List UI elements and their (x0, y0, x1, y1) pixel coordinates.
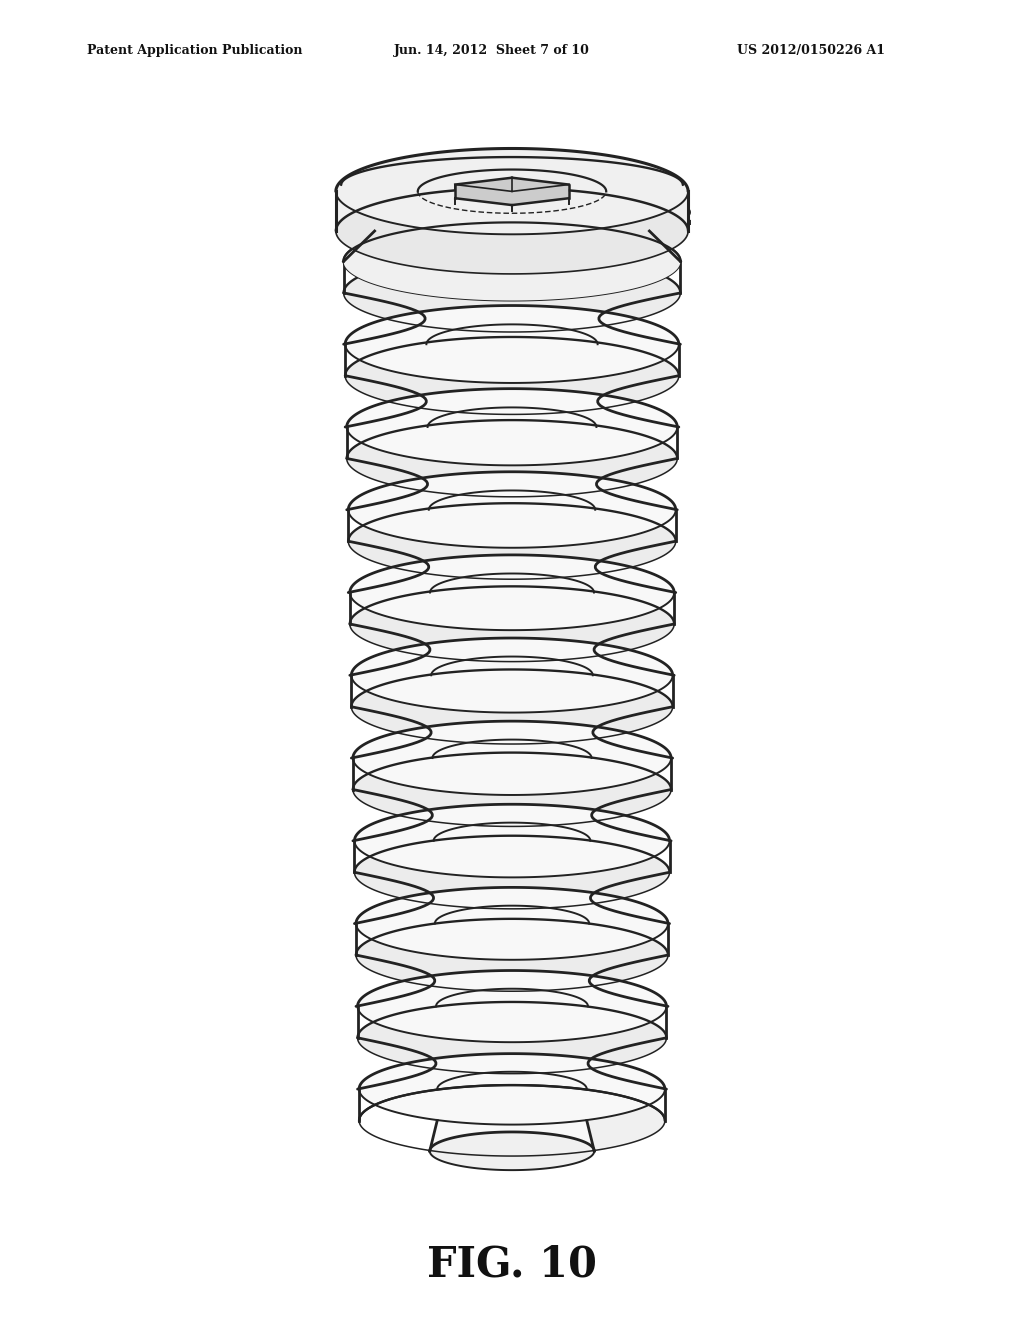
Polygon shape (512, 721, 671, 826)
Polygon shape (431, 706, 593, 758)
Polygon shape (344, 259, 680, 1121)
Polygon shape (430, 1121, 594, 1151)
Polygon shape (344, 231, 680, 261)
Polygon shape (433, 873, 591, 924)
Polygon shape (345, 305, 679, 383)
Polygon shape (436, 989, 588, 1024)
Polygon shape (428, 458, 596, 510)
Polygon shape (512, 388, 677, 496)
Polygon shape (347, 420, 677, 496)
Polygon shape (512, 471, 676, 579)
Polygon shape (356, 887, 668, 960)
Polygon shape (359, 1053, 665, 1125)
Polygon shape (350, 554, 674, 630)
Polygon shape (336, 148, 688, 235)
Polygon shape (353, 752, 671, 826)
Polygon shape (430, 624, 594, 676)
Polygon shape (512, 887, 668, 991)
Polygon shape (348, 503, 676, 579)
Polygon shape (353, 721, 671, 795)
Polygon shape (428, 408, 596, 446)
Polygon shape (344, 222, 680, 301)
Polygon shape (429, 491, 595, 529)
Polygon shape (347, 388, 677, 466)
Polygon shape (350, 586, 674, 661)
Polygon shape (432, 789, 592, 841)
Text: Patent Application Publication: Patent Application Publication (87, 44, 302, 57)
Polygon shape (336, 191, 688, 231)
Polygon shape (435, 906, 589, 941)
Polygon shape (344, 253, 680, 333)
Polygon shape (426, 376, 598, 426)
Polygon shape (512, 970, 667, 1073)
Polygon shape (351, 669, 673, 744)
Polygon shape (430, 573, 594, 611)
Polygon shape (436, 1038, 588, 1089)
Polygon shape (345, 337, 679, 414)
Polygon shape (456, 178, 568, 205)
Text: Jun. 14, 2012  Sheet 7 of 10: Jun. 14, 2012 Sheet 7 of 10 (394, 44, 590, 57)
Polygon shape (512, 804, 670, 909)
Polygon shape (432, 739, 592, 776)
Polygon shape (425, 293, 599, 345)
Text: 42: 42 (660, 206, 693, 230)
Polygon shape (351, 638, 673, 713)
Polygon shape (336, 187, 688, 275)
Polygon shape (348, 471, 676, 548)
Polygon shape (437, 1072, 587, 1106)
Polygon shape (433, 822, 591, 859)
Polygon shape (512, 1053, 665, 1156)
Polygon shape (430, 1133, 594, 1170)
Polygon shape (356, 919, 668, 991)
Polygon shape (344, 222, 680, 301)
Text: FIG. 10: FIG. 10 (427, 1243, 597, 1286)
Polygon shape (425, 242, 599, 281)
Polygon shape (354, 804, 670, 878)
Polygon shape (426, 325, 598, 364)
Polygon shape (357, 970, 667, 1043)
Polygon shape (512, 638, 673, 744)
Polygon shape (431, 656, 593, 694)
Polygon shape (512, 554, 674, 661)
Text: US 2012/0150226 A1: US 2012/0150226 A1 (737, 44, 886, 57)
Polygon shape (512, 222, 680, 333)
Polygon shape (429, 541, 595, 593)
Polygon shape (354, 836, 670, 909)
Polygon shape (357, 1002, 667, 1073)
Polygon shape (512, 305, 679, 414)
Polygon shape (435, 956, 589, 1006)
